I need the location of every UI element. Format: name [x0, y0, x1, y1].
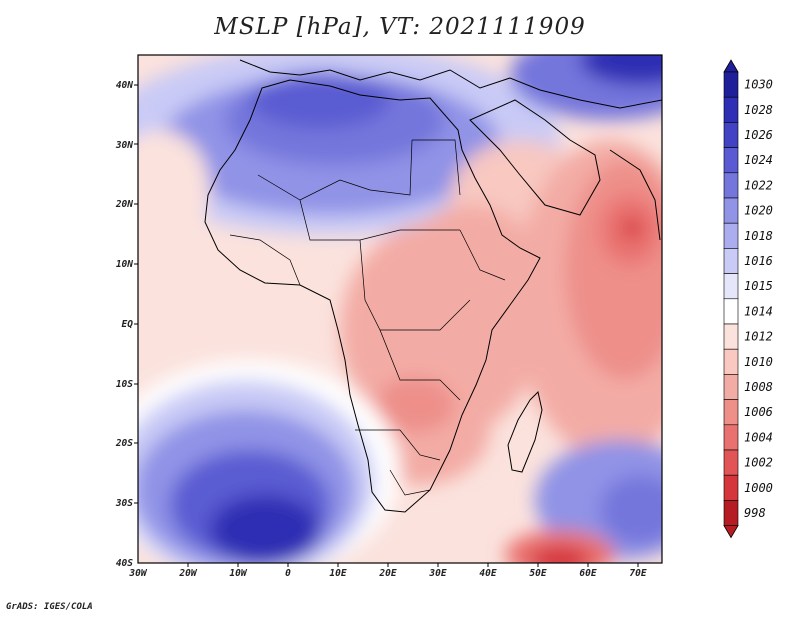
x-tick-label: 20E — [378, 568, 396, 579]
x-tick-label: 40E — [479, 568, 496, 579]
colorbar-swatch — [723, 147, 739, 174]
coastlines — [204, 59, 662, 513]
colorbar: 1030 1028 1026 1024 1022 1020 1018 1016 1015 1014… — [723, 59, 773, 539]
africa-coastline — [204, 79, 541, 513]
indian-ocean-low-mid — [565, 160, 662, 380]
x-tick-label: 50E — [529, 568, 546, 579]
x-tick-label: 60E — [579, 568, 596, 579]
colorbar-swatch — [723, 222, 739, 249]
plot-frame — [137, 54, 663, 564]
border-nile — [412, 139, 461, 196]
colorbar-swatch — [723, 500, 739, 526]
atlantic-north-band — [138, 130, 210, 250]
x-tick-label: 30W — [128, 568, 147, 579]
indian-ocean-low-core — [622, 218, 642, 238]
y-axis: 40N 30N 20N 10N EQ 10S 20S 30S 40S — [115, 80, 133, 569]
asia-high-core — [580, 55, 662, 85]
colorbar-swatch — [723, 71, 739, 98]
colorbar-swatch — [723, 298, 739, 325]
x-axis: 30W 20W 10W 0 10E 20E 30E 40E 50E 60E 70… — [128, 568, 646, 579]
y-tick-label: EQ — [122, 319, 134, 330]
colorbar-swatch — [723, 96, 739, 123]
border-sahara-a — [257, 139, 413, 201]
arabia-coastline — [469, 99, 601, 216]
colorbar-label: 1006 — [744, 405, 773, 419]
colorbar-swatch — [723, 122, 739, 148]
x-tick-label: 0 — [285, 568, 291, 579]
y-tick-label: 20N — [115, 199, 133, 210]
x-tick-label: 10E — [329, 568, 346, 579]
colorbar-label: 1015 — [744, 279, 773, 293]
south-atlantic-high-core — [210, 495, 320, 563]
x-tick-label: 20W — [178, 568, 197, 579]
india-coastline — [609, 149, 661, 241]
colorbar-label: 1000 — [744, 481, 773, 495]
y-tick-label: 10N — [116, 259, 133, 270]
y-tick-label: 30S — [115, 498, 133, 509]
colorbar-bottom-arrow — [723, 525, 739, 539]
madagascar-coastline — [507, 391, 543, 473]
colorbar-label: 1004 — [744, 430, 773, 444]
footer-credit: GrADS: IGES/COLA — [6, 602, 93, 612]
colorbar-label: 1020 — [744, 204, 773, 218]
colorbar-label: 1002 — [744, 456, 773, 470]
x-tick-label: 10W — [229, 568, 247, 579]
y-tick-label: 10S — [116, 379, 133, 390]
colorbar-swatch — [723, 474, 739, 501]
x-tick-marks — [187, 563, 639, 567]
south-indian-high-inner — [600, 475, 662, 545]
colorbar-label: 1016 — [744, 254, 773, 268]
colorbar-swatch — [723, 374, 739, 400]
colorbar-swatch — [723, 348, 739, 375]
colorbar-swatch — [723, 248, 739, 274]
southern-africa-low-core — [375, 377, 455, 433]
colorbar-label: 1010 — [744, 355, 773, 369]
pressure-field — [138, 55, 662, 563]
colorbar-label: 1018 — [744, 229, 773, 243]
europe-coastline — [239, 59, 662, 109]
colorbar-label: 1008 — [744, 380, 773, 394]
colorbar-label: 1026 — [744, 128, 773, 142]
colorbar-swatch — [723, 424, 739, 451]
colorbar-label: 998 — [744, 506, 766, 520]
colorbar-label: 1030 — [744, 78, 773, 92]
y-tick-label: 30N — [115, 140, 133, 151]
country-borders — [229, 139, 506, 496]
mediterranean-high-core — [250, 72, 390, 128]
colorbar-swatch — [723, 273, 739, 300]
x-tick-label: 30E — [428, 568, 446, 579]
border-south-a — [355, 429, 441, 461]
colorbar-swatch — [723, 399, 739, 426]
border-central-b — [379, 329, 461, 401]
colorbar-swatch — [723, 323, 739, 350]
chart-title: MSLP [hPa], VT: 2021111909 — [214, 14, 586, 40]
colorbar-label: 1024 — [744, 153, 773, 167]
y-tick-label: 20S — [115, 438, 133, 449]
border-west-a — [229, 234, 301, 286]
colorbar-label: 1014 — [744, 304, 773, 318]
border-east-a — [459, 229, 506, 281]
y-tick-label: 40S — [116, 558, 133, 569]
southern-ocean-low-core — [530, 546, 590, 563]
colorbar-label: 1012 — [744, 330, 773, 344]
colorbar-swatch — [723, 197, 739, 224]
y-tick-label: 40N — [116, 80, 133, 91]
colorbar-label: 1028 — [744, 103, 773, 117]
y-tick-marks — [134, 84, 138, 504]
colorbar-label: 1022 — [744, 178, 773, 192]
border-south-b — [389, 469, 431, 496]
colorbar-top-arrow — [723, 59, 739, 73]
colorbar-swatch — [723, 172, 739, 199]
colorbar-swatch — [723, 449, 739, 476]
x-tick-label: 70E — [629, 568, 646, 579]
